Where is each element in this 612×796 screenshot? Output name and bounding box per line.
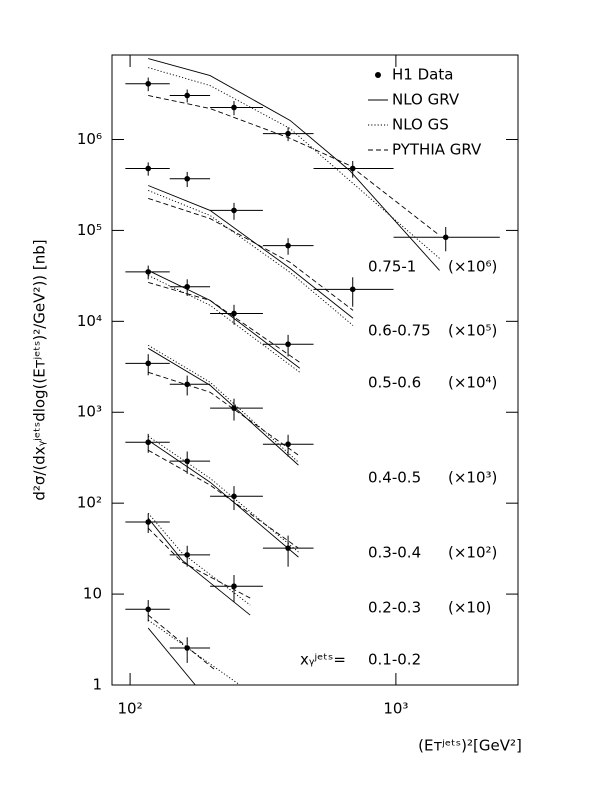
data-point <box>184 381 190 388</box>
model-curve <box>147 517 251 616</box>
model-curve <box>148 197 354 311</box>
model-curve <box>147 627 196 685</box>
legend-label: H1 Data <box>392 66 453 84</box>
bin-label: 0.1-0.2 <box>368 651 421 669</box>
data-point <box>442 234 449 241</box>
y-tick-label: 10 <box>83 585 102 603</box>
y-axis-label: d²σ/(dxᵧʲᵉᵗˢdlog((Eᴛʲᵉᵗˢ)²/GeV²)) [nb] <box>31 239 49 500</box>
scale-label: (×10⁵) <box>448 322 497 340</box>
data-point <box>184 175 190 182</box>
bin-label: 0.5-0.6 <box>368 374 421 392</box>
y-tick-label: 10⁴ <box>77 312 102 330</box>
model-curve <box>148 95 440 236</box>
data-point <box>145 80 152 87</box>
y-tick-label: 1 <box>92 676 102 694</box>
bin-label: 0.75-1 <box>368 258 416 276</box>
data-point <box>285 242 291 249</box>
bin-label: 0.6-0.75 <box>368 322 431 340</box>
scale-label: (×10) <box>448 599 491 617</box>
x-tick-label: 10² <box>118 700 143 718</box>
data-point <box>231 310 237 317</box>
model-curve <box>148 58 440 271</box>
data-point <box>184 552 190 558</box>
model-curve <box>147 435 299 553</box>
model-curve <box>148 275 301 373</box>
bin-label: 0.3-0.4 <box>368 544 421 562</box>
model-curve <box>147 614 216 671</box>
legend-label: PYTHIA GRV <box>392 141 482 159</box>
data-point <box>285 441 291 448</box>
data-point <box>231 207 237 214</box>
data-point <box>145 606 152 613</box>
scale-label: (×10³) <box>448 469 497 487</box>
data-point <box>285 341 291 348</box>
legend-label: NLO GRV <box>392 91 460 109</box>
legend-marker <box>375 72 381 78</box>
data-point <box>184 283 190 290</box>
bin-label: 0.4-0.5 <box>368 469 421 487</box>
data-point <box>145 360 152 367</box>
data-point <box>145 269 152 275</box>
model-curve <box>147 347 299 466</box>
data-point <box>231 493 237 500</box>
data-point <box>285 130 291 137</box>
model-curve <box>148 371 299 456</box>
model-curve <box>148 190 354 326</box>
model-curve <box>147 344 299 463</box>
data-point <box>349 286 356 293</box>
model-curve <box>148 185 354 319</box>
y-tick-label: 10⁵ <box>77 221 102 239</box>
data-point <box>231 104 237 111</box>
data-point <box>349 165 356 172</box>
data-point <box>184 92 190 99</box>
data-point <box>145 439 152 446</box>
data-point <box>184 458 190 464</box>
data-point <box>231 405 237 411</box>
data-point <box>231 583 237 590</box>
model-curve <box>147 619 241 685</box>
x-tick-label: 10³ <box>383 700 408 718</box>
data-point <box>145 165 152 172</box>
model-curve <box>148 281 301 363</box>
scale-label: (×10²) <box>448 544 497 562</box>
plot-frame <box>111 54 519 686</box>
legend-label: NLO GS <box>392 116 449 134</box>
y-tick-label: 10² <box>77 494 102 512</box>
model-curve <box>147 439 299 558</box>
bin-label: 0.2-0.3 <box>368 599 421 617</box>
data-point <box>285 545 291 551</box>
y-tick-label: 10³ <box>77 403 102 421</box>
data-point <box>145 519 152 525</box>
model-curve <box>148 270 301 369</box>
scale-label: (×10⁶) <box>448 258 497 276</box>
model-curve <box>147 512 251 606</box>
data-point <box>184 645 190 651</box>
plot-area <box>125 58 500 685</box>
x-axis-label: (Eᴛʲᵉᵗˢ)²[GeV²] <box>418 737 522 755</box>
y-tick-label: 10⁶ <box>77 130 102 148</box>
annotation: xᵧʲᵉᵗˢ= <box>300 651 346 669</box>
scale-label: (×10⁴) <box>448 374 497 392</box>
